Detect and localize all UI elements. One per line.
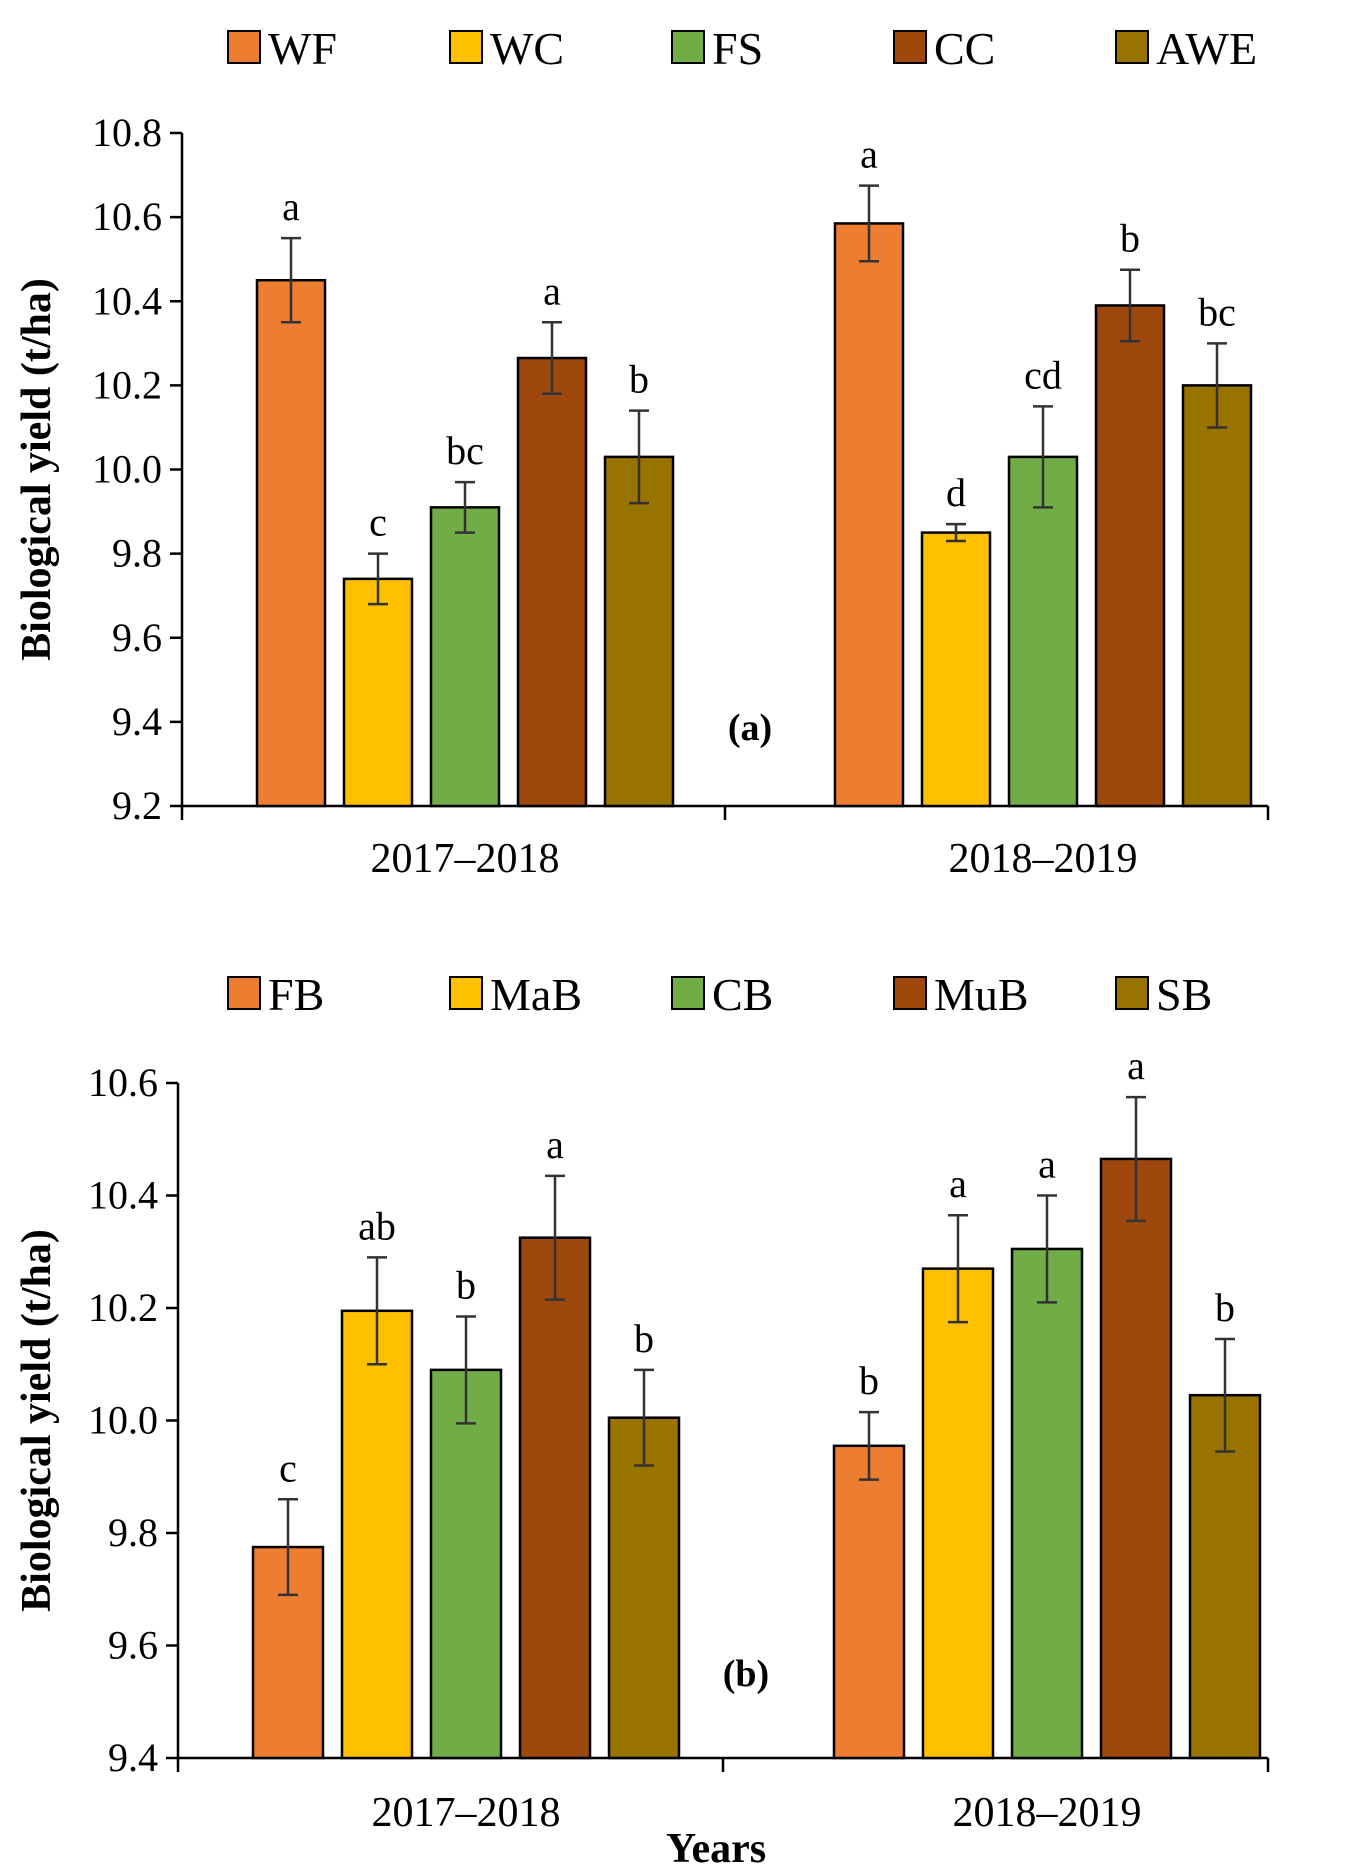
legend-label-wc: WC (490, 23, 564, 74)
panel-a-chart: WF WC FS CC AWE 9.2 9.4 9.6 9.8 10.0 10.2 10.4 10.6 1… (14, 23, 1270, 882)
bar-sb (607, 1416, 681, 1760)
legend-swatch-sb (1115, 976, 1149, 1010)
panel-label: (a) (728, 707, 772, 749)
bar-fs (429, 506, 501, 808)
legend-label-fb: FB (268, 969, 324, 1020)
significance-letter: b (1215, 1285, 1235, 1330)
bar-awe (1181, 384, 1253, 808)
significance-letter: a (860, 132, 878, 177)
x-category-label: 2018–2019 (949, 836, 1138, 882)
bar-wc (342, 577, 414, 808)
legend-label-mub: MuB (934, 969, 1029, 1020)
panel-label: (b) (723, 1653, 769, 1695)
panel-b-chart: FB MaB CB MuB SB 9.4 9.6 9.8 10.0 10.2 10.4 10.6 201… (14, 969, 1270, 1872)
significance-letter: c (279, 1445, 297, 1490)
legend-swatch-fs (671, 30, 705, 64)
y-tick-label: 9.8 (108, 1510, 158, 1555)
y-tick-label: 10.4 (92, 278, 162, 323)
bar-cb (1010, 1247, 1084, 1760)
significance-letter: a (543, 268, 561, 313)
legend-swatch-mub (893, 976, 927, 1010)
bar-mub (1099, 1157, 1173, 1760)
legend-label-fs: FS (712, 23, 763, 74)
y-tick-label: 9.2 (112, 783, 162, 828)
legend-label-cc: CC (934, 23, 995, 74)
y-tick-label: 10.8 (92, 110, 162, 155)
significance-letter: d (946, 470, 966, 515)
x-category-label: 2017–2018 (371, 836, 560, 882)
significance-letter: b (1120, 216, 1140, 261)
y-tick-label: 10.0 (92, 447, 162, 492)
bar-wf (833, 222, 905, 808)
y-tick-label: 10.0 (88, 1398, 158, 1443)
significance-letter: a (949, 1161, 967, 1206)
bar-wf (255, 278, 327, 808)
significance-letter: c (369, 500, 387, 545)
y-tick-label: 10.6 (92, 194, 162, 239)
bar-mab (921, 1267, 995, 1760)
significance-letter: bc (1198, 289, 1236, 334)
bar-cb (429, 1368, 503, 1760)
y-tick-label: 9.6 (108, 1623, 158, 1668)
x-category-label: 2018–2019 (953, 1790, 1142, 1836)
y-tick-label: 9.4 (112, 699, 162, 744)
legend-swatch-wc (449, 30, 483, 64)
legend-swatch-cc (893, 30, 927, 64)
significance-letter: a (546, 1122, 564, 1167)
bar-awe (603, 455, 675, 808)
bar-wc (920, 531, 992, 808)
y-tick-label: 10.4 (88, 1173, 158, 1218)
significance-letter: a (1127, 1043, 1145, 1088)
bar-fs (1007, 455, 1079, 808)
significance-letter: cd (1024, 352, 1062, 397)
significance-letter: a (1038, 1142, 1056, 1187)
significance-letter: b (456, 1262, 476, 1307)
legend-label-wf: WF (268, 23, 337, 74)
significance-letter: b (629, 357, 649, 402)
bar-fb (832, 1444, 906, 1760)
bar-mab (340, 1309, 414, 1760)
y-axis-title: Biological yield (t/ha) (14, 278, 60, 661)
significance-letter: b (634, 1316, 654, 1361)
significance-letter: bc (446, 428, 484, 473)
bar-mub (518, 1236, 592, 1760)
y-tick-label: 10.2 (92, 362, 162, 407)
significance-letter: b (859, 1358, 879, 1403)
legend-swatch-fb (227, 976, 261, 1010)
bar-cc (1094, 304, 1166, 808)
x-axis-title: Years (666, 1826, 766, 1872)
legend-swatch-wf (227, 30, 261, 64)
y-axis-title: Biological yield (t/ha) (14, 1229, 60, 1612)
significance-letter: ab (358, 1203, 396, 1248)
legend-label-mab: MaB (490, 969, 582, 1020)
y-tick-label: 10.2 (88, 1285, 158, 1330)
legend-swatch-mab (449, 976, 483, 1010)
y-tick-label: 9.4 (108, 1735, 158, 1780)
y-tick-label: 9.6 (112, 615, 162, 660)
legend-label-sb: SB (1156, 969, 1212, 1020)
legend-swatch-cb (671, 976, 705, 1010)
y-tick-label: 9.8 (112, 531, 162, 576)
bar-sb (1188, 1393, 1262, 1760)
legend-label-awe: AWE (1156, 23, 1257, 74)
legend-swatch-awe (1115, 30, 1149, 64)
legend-label-cb: CB (712, 969, 773, 1020)
significance-letter: a (282, 184, 300, 229)
y-tick-label: 10.6 (88, 1060, 158, 1105)
x-category-label: 2017–2018 (372, 1790, 561, 1836)
bar-cc (516, 356, 588, 808)
